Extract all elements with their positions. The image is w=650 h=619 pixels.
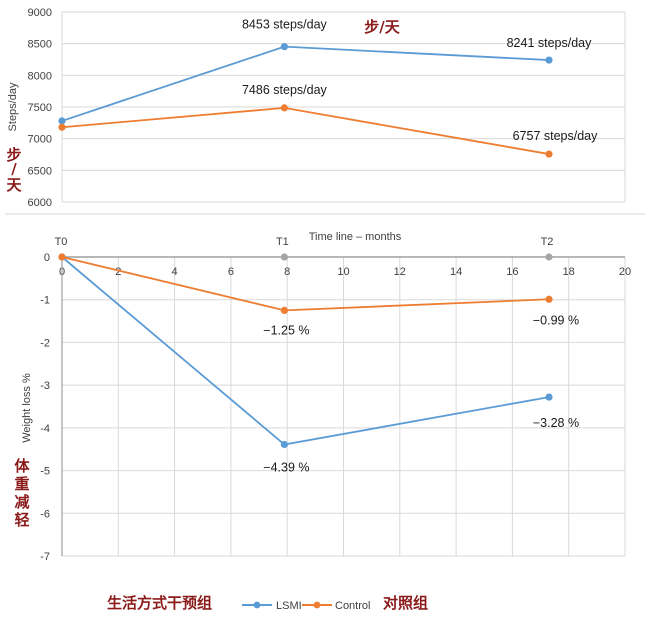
annotation-cn: 步/天 (364, 18, 400, 36)
x-axis-title: Time line – months (309, 231, 402, 243)
y-label-cn: 轻 (14, 511, 29, 529)
x-tick-label: 2 (115, 266, 121, 278)
y-axis-title: Weight loss % (21, 373, 33, 443)
legend-label-lsmi: LSMI (276, 600, 302, 612)
x-tick-label: 10 (337, 266, 349, 278)
data-label-lsmi: −4.39 % (263, 461, 309, 475)
y-tick-label: -1 (40, 295, 50, 307)
legend-marker-lsmi (253, 601, 261, 609)
data-point-control (280, 306, 288, 314)
series-line-control (61, 256, 550, 312)
timepoint-label: T1 (276, 236, 289, 248)
y-tick-label: -5 (40, 466, 50, 478)
data-label-control: −0.99 % (533, 313, 579, 327)
y-tick-label: 0 (44, 252, 50, 264)
data-point-lsmi (58, 117, 66, 125)
data-point-control (280, 104, 288, 112)
y-axis-title: Steps/day (7, 82, 19, 131)
y-label-cn: / (11, 160, 17, 178)
y-tick-label: -4 (40, 423, 50, 435)
legend-prefix-cn: 生活方式干预组 (107, 594, 212, 612)
y-tick-label: 6000 (28, 197, 52, 209)
x-tick-label: 6 (228, 266, 234, 278)
y-label-cn: 天 (6, 176, 22, 194)
x-tick-label: 8 (284, 266, 290, 278)
timepoint-marker (545, 253, 553, 261)
y-tick-label: -2 (40, 337, 50, 349)
series-line-lsmi (61, 256, 550, 446)
y-tick-label: 7000 (28, 134, 52, 146)
legend-marker-control (313, 601, 321, 609)
data-point-control (58, 123, 66, 131)
data-point-control (545, 150, 553, 158)
data-point-lsmi (280, 440, 288, 449)
data-label-control: 6757 steps/day (513, 129, 599, 143)
x-tick-label: 18 (563, 266, 575, 278)
y-label-cn: 重 (14, 475, 29, 493)
data-point-lsmi (545, 56, 553, 64)
y-tick-label: 9000 (28, 7, 52, 19)
y-label-cn: 减 (14, 493, 29, 511)
y-tick-label: 7500 (28, 102, 52, 114)
data-label-control: −1.25 % (263, 323, 309, 337)
y-label-cn: 步 (6, 146, 21, 164)
chart-legend: 生活方式干预组 LSMI Control 对照组 (107, 594, 428, 612)
x-tick-label: 20 (619, 266, 631, 278)
data-label-lsmi: 8453 steps/day (242, 18, 328, 32)
data-point-lsmi (545, 393, 553, 401)
x-tick-label: 12 (394, 266, 406, 278)
weight-loss-chart: 0-1-2-3-4-5-6-702468101214161820T0T1T2Ti… (14, 231, 631, 563)
data-point-origin (58, 253, 66, 261)
steps-chart: 6000 6500 7000 7500 8000 8500 9000 Steps/day 845… (6, 7, 626, 209)
y-tick-label: -6 (40, 508, 50, 520)
timepoint-label: T0 (55, 236, 68, 248)
legend-suffix-cn: 对照组 (383, 594, 428, 612)
data-label-lsmi: 8241 steps/day (507, 36, 593, 50)
timepoint-marker (280, 253, 288, 261)
data-label-lsmi: −3.28 % (533, 416, 579, 430)
data-label-control: 7486 steps/day (242, 83, 328, 97)
y-tick-label: 8500 (28, 39, 52, 51)
x-tick-label: 16 (506, 266, 518, 278)
x-tick-label: 14 (450, 266, 462, 278)
timepoint-label: T2 (541, 236, 554, 248)
y-tick-label: 8000 (28, 70, 52, 82)
legend-label-control: Control (335, 600, 370, 612)
series-line-control (61, 106, 550, 155)
y-tick-label: -7 (40, 551, 50, 563)
x-tick-label: 4 (172, 266, 178, 278)
y-tick-label: -3 (40, 380, 50, 392)
data-point-control (545, 295, 553, 303)
y-label-cn: 体 (14, 457, 30, 475)
y-tick-label: 6500 (28, 165, 52, 177)
data-point-lsmi (280, 43, 288, 51)
